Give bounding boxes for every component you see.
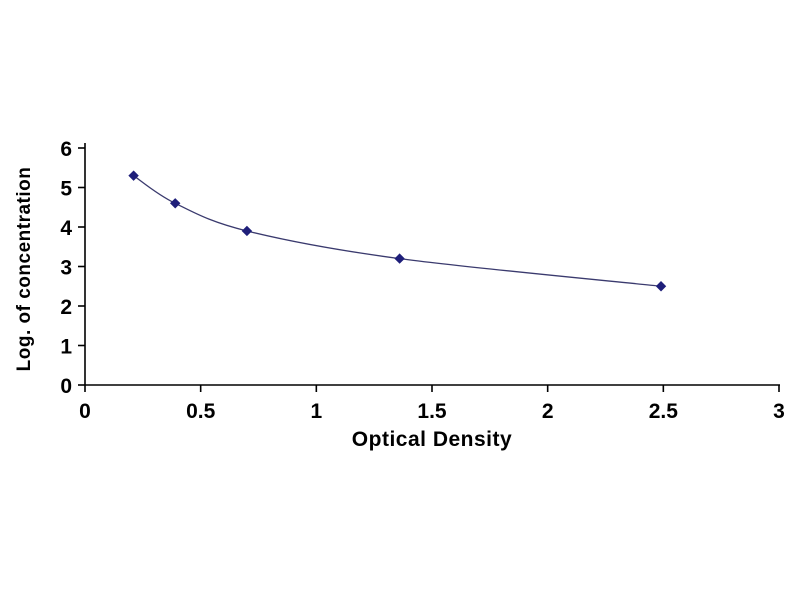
x-tick-label: 2 [542,400,554,423]
x-tick-label: 3 [773,400,785,423]
data-point-marker [655,281,667,292]
x-tick-label: 0.5 [186,400,216,423]
y-axis-label: Log. of concentration [14,166,35,372]
y-tick-label: 1 [60,336,72,359]
data-point-marker [128,170,139,181]
x-tick-label: 1 [310,400,322,423]
x-tick-label: 0 [79,400,91,423]
y-tick-label: 2 [60,296,72,319]
data-point-marker [394,253,405,264]
x-axis-label: Optical Density [351,428,513,451]
x-tick-label: 2.5 [649,400,679,423]
curve-line [133,175,662,287]
y-tick-label: 5 [60,178,72,201]
y-tick-label: 4 [60,217,72,240]
data-point-marker [241,225,253,237]
y-tick-label: 6 [60,138,72,161]
y-tick-label: 0 [60,375,72,398]
x-tick-label: 1.5 [417,400,447,423]
data-point-marker [170,198,181,209]
y-tick-label: 3 [60,257,72,280]
